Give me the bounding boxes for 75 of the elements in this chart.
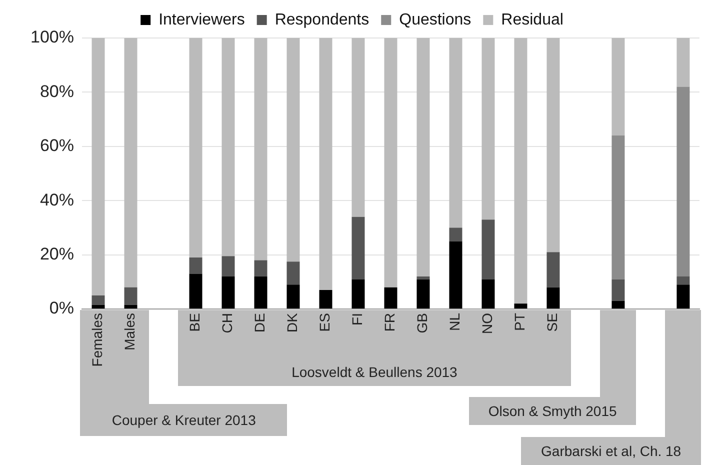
bar — [514, 304, 528, 308]
bar — [416, 38, 430, 276]
x-tick-label: Males — [122, 313, 138, 350]
bar — [546, 287, 560, 308]
x-tick-label: GB — [414, 313, 430, 334]
bar — [384, 287, 398, 308]
x-tick-label: NL — [446, 312, 463, 331]
bar — [222, 256, 235, 276]
bar — [352, 38, 365, 217]
y-tick-label: 40% — [40, 190, 74, 210]
bar — [416, 276, 430, 280]
legend-label: Residual — [501, 11, 564, 28]
bar — [449, 241, 462, 308]
x-tick-label: DK — [284, 312, 300, 332]
legend-label: Respondents — [274, 11, 370, 28]
bar — [286, 284, 300, 308]
bar — [546, 252, 560, 288]
bar — [352, 279, 365, 308]
bar — [482, 220, 495, 280]
text: Loosveldt & Beullens 2013 — [178, 358, 572, 386]
bar — [449, 228, 462, 242]
bar — [222, 38, 235, 256]
bar — [286, 262, 300, 285]
text: Couper & Kreuter 2013 — [80, 404, 288, 436]
bar — [482, 279, 495, 308]
bar — [92, 38, 105, 296]
bar — [612, 38, 625, 136]
bar — [254, 38, 268, 260]
bar — [189, 38, 202, 258]
bar — [254, 276, 268, 308]
bar — [676, 38, 690, 87]
bar — [612, 300, 625, 308]
bar — [189, 274, 202, 308]
bar — [92, 304, 105, 308]
bar — [254, 260, 268, 276]
bar — [286, 38, 300, 262]
y-tick-label: 100% — [30, 28, 74, 47]
x-tick-label: FI — [349, 313, 366, 326]
bar — [189, 258, 202, 274]
bar — [612, 136, 625, 280]
text: Garbarski et al, Ch. 18 — [521, 437, 702, 465]
legend-label: Questions — [399, 11, 472, 28]
bar — [676, 284, 690, 308]
bar — [319, 290, 332, 308]
x-tick-label: CH — [219, 313, 236, 334]
bar — [676, 86, 690, 276]
bar — [352, 216, 365, 280]
x-tick-label: DE — [252, 313, 268, 332]
bar — [514, 38, 528, 304]
bar — [676, 276, 690, 285]
x-tick-label: SE — [544, 313, 560, 332]
y-tick-label: 80% — [40, 82, 74, 101]
y-tick-label: 0% — [49, 298, 74, 318]
bar — [449, 38, 462, 228]
bar — [319, 38, 332, 290]
bar — [92, 295, 105, 305]
bar — [384, 38, 398, 288]
y-tick-label: 60% — [40, 136, 74, 156]
bar — [482, 38, 495, 220]
bar — [612, 279, 625, 301]
bar — [416, 279, 430, 308]
bar — [124, 287, 138, 305]
bar — [222, 276, 235, 308]
x-tick-label: PT — [512, 312, 528, 331]
bar — [124, 38, 138, 288]
x-tick-label: ES — [316, 313, 333, 332]
x-tick-label: NO — [479, 312, 496, 334]
x-tick-label: Females — [89, 313, 106, 367]
y-tick-label: 20% — [40, 244, 74, 264]
bar — [124, 304, 138, 308]
x-tick-label: FR — [382, 313, 398, 332]
x-tick-label: BE — [186, 313, 203, 332]
legend-label: Interviewers — [158, 11, 245, 28]
bar — [546, 38, 560, 252]
text: Olson & Smyth 2015 — [469, 397, 636, 425]
